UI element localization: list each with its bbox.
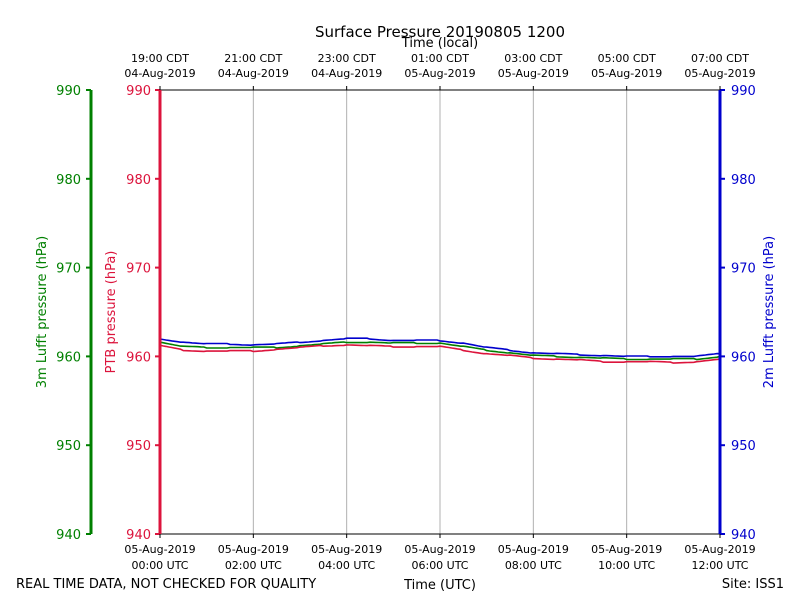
outer-left-tick-label-990: 990 <box>56 84 81 99</box>
right-tick-label-950: 950 <box>731 439 756 454</box>
top-tick-time-2: 21:00 CDT <box>224 52 282 65</box>
right-tick-label-960: 960 <box>731 350 756 365</box>
top-tick-time-6: 01:00 CDT <box>411 52 469 65</box>
top-x-axis-label: Time (local) <box>401 36 478 51</box>
inner-left-tick-label-980: 980 <box>126 173 151 188</box>
right-tick-label-940: 940 <box>731 528 756 543</box>
bottom-tick-time-12: 12:00 UTC <box>691 559 748 572</box>
outer-left-tick-label-940: 940 <box>56 528 81 543</box>
series-lines <box>159 337 721 364</box>
bottom-tick-date-8: 05-Aug-2019 <box>498 543 569 556</box>
top-tick-time-10: 05:00 CDT <box>598 52 656 65</box>
top-tick-date-4: 04-Aug-2019 <box>311 67 382 80</box>
right-tick-label-990: 990 <box>731 84 756 99</box>
gridlines <box>252 90 628 534</box>
outer-left-tick-label-980: 980 <box>56 173 81 188</box>
top-tick-date-12: 05-Aug-2019 <box>684 67 755 80</box>
inner-left-tick-label-990: 990 <box>126 84 151 99</box>
outer-left-axis-label: 3m Lufft pressure (hPa) <box>35 236 50 388</box>
series-line-0 <box>159 337 721 358</box>
right-tick-label-980: 980 <box>731 173 756 188</box>
bottom-tick-time-2: 02:00 UTC <box>225 559 282 572</box>
outer-left-tick-label-950: 950 <box>56 439 81 454</box>
bottom-tick-date-2: 05-Aug-2019 <box>218 543 289 556</box>
bottom-tick-time-8: 08:00 UTC <box>505 559 562 572</box>
top-tick-date-10: 05-Aug-2019 <box>591 67 662 80</box>
right-tick-label-970: 970 <box>731 262 756 277</box>
axes <box>86 86 725 538</box>
outer-left-tick-label-970: 970 <box>56 262 81 277</box>
inner-left-tick-label-950: 950 <box>126 439 151 454</box>
bottom-tick-date-12: 05-Aug-2019 <box>684 543 755 556</box>
bottom-tick-time-6: 06:00 UTC <box>411 559 468 572</box>
top-tick-date-0: 04-Aug-2019 <box>124 67 195 80</box>
bottom-tick-date-0: 05-Aug-2019 <box>124 543 195 556</box>
bottom-tick-time-10: 10:00 UTC <box>598 559 655 572</box>
top-tick-time-12: 07:00 CDT <box>691 52 749 65</box>
bottom-tick-date-10: 05-Aug-2019 <box>591 543 662 556</box>
inner-left-tick-label-960: 960 <box>126 350 151 365</box>
top-tick-time-4: 23:00 CDT <box>318 52 376 65</box>
series-line-2 <box>159 344 721 364</box>
chart-title: Surface Pressure 20190805 1200 <box>315 23 565 41</box>
right-axis-label: 2m Lufft pressure (hPa) <box>762 236 777 388</box>
top-tick-time-8: 03:00 CDT <box>504 52 562 65</box>
bottom-tick-time-0: 00:00 UTC <box>131 559 188 572</box>
quality-warning: REAL TIME DATA, NOT CHECKED FOR QUALITY <box>16 577 316 592</box>
top-tick-date-6: 05-Aug-2019 <box>404 67 475 80</box>
inner-left-tick-label-970: 970 <box>126 262 151 277</box>
top-tick-date-2: 04-Aug-2019 <box>218 67 289 80</box>
tick-labels: 940 940 940 950 950 950 960 960 960 970 970 970 980 9… <box>56 52 756 572</box>
bottom-tick-date-6: 05-Aug-2019 <box>404 543 475 556</box>
inner-left-tick-label-940: 940 <box>126 528 151 543</box>
top-tick-time-0: 19:00 CDT <box>131 52 189 65</box>
series-line-1 <box>159 341 721 361</box>
top-tick-date-8: 05-Aug-2019 <box>498 67 569 80</box>
bottom-tick-time-4: 04:00 UTC <box>318 559 375 572</box>
outer-left-tick-label-960: 960 <box>56 350 81 365</box>
inner-left-axis-label: PTB pressure (hPa) <box>104 251 119 374</box>
bottom-x-axis-label: Time (UTC) <box>403 578 476 593</box>
bottom-tick-date-4: 05-Aug-2019 <box>311 543 382 556</box>
site-label: Site: ISS1 <box>722 577 784 592</box>
